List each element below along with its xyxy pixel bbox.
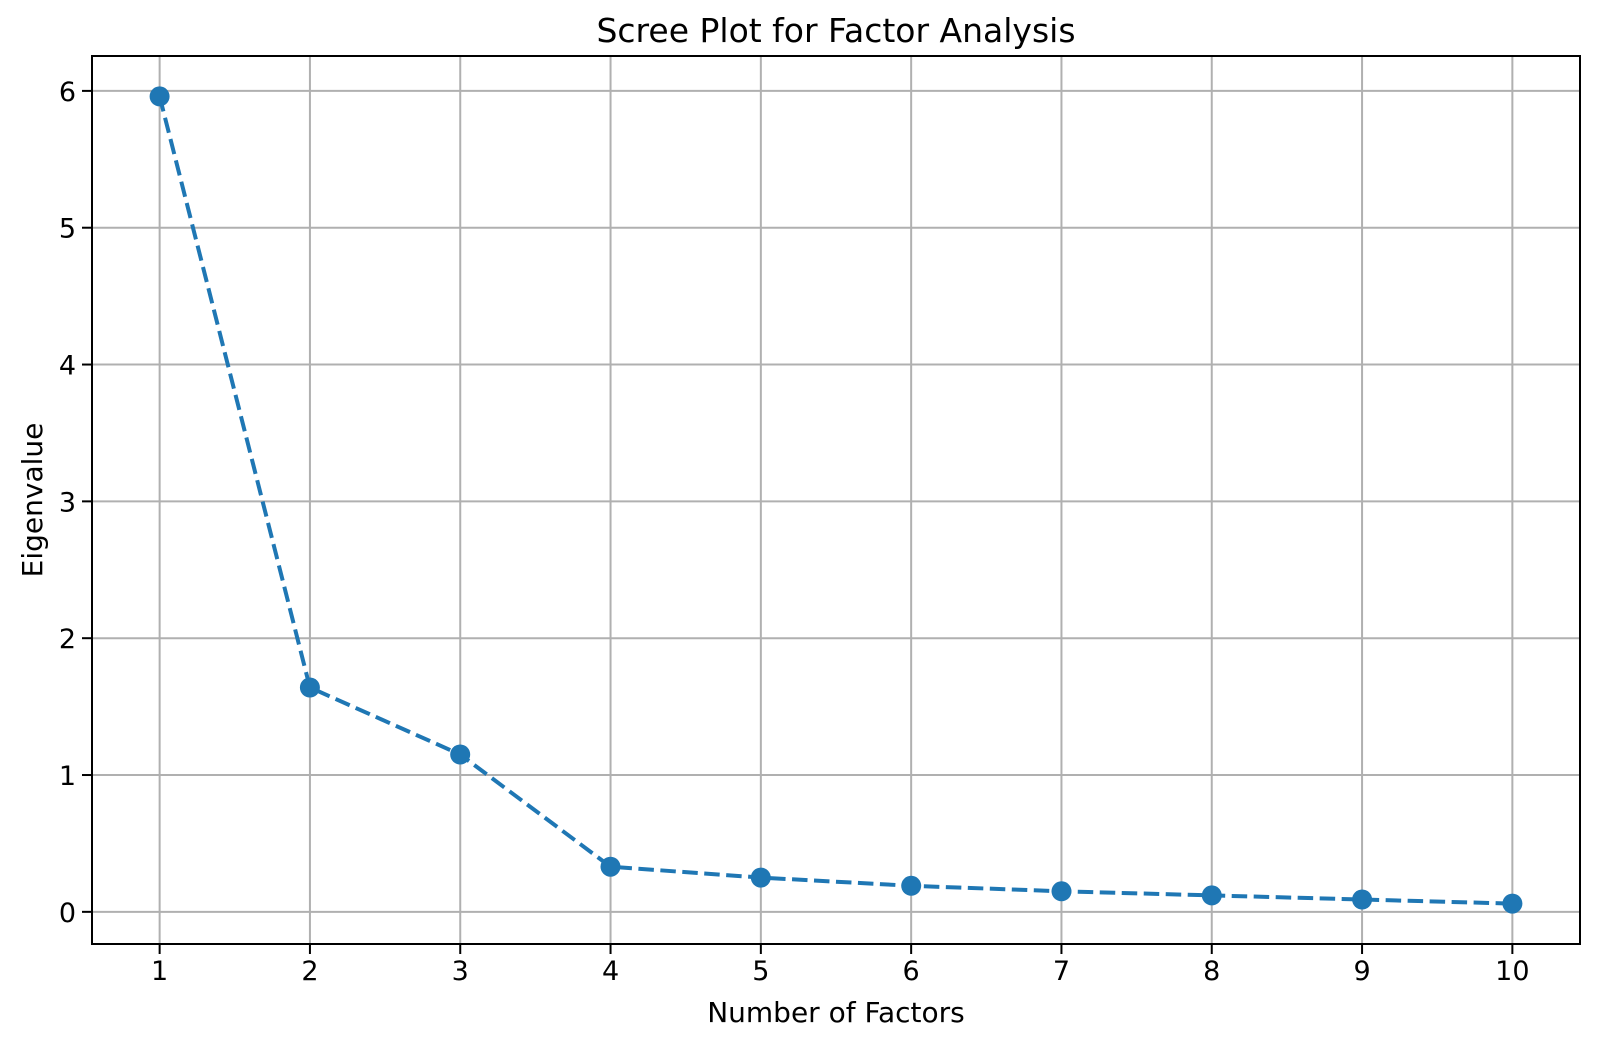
y-tick-label: 3 bbox=[59, 487, 76, 518]
data-point-3 bbox=[450, 744, 471, 765]
y-tick-label: 2 bbox=[59, 624, 76, 655]
x-tick-label: 1 bbox=[151, 956, 168, 987]
x-tick-label: 7 bbox=[1053, 956, 1070, 987]
grid-layer bbox=[92, 56, 1580, 944]
x-tick-label: 6 bbox=[903, 956, 920, 987]
chart-title: Scree Plot for Factor Analysis bbox=[596, 11, 1075, 50]
data-point-1 bbox=[149, 86, 170, 107]
plot-border bbox=[91, 55, 1581, 945]
y-tick-label: 6 bbox=[59, 77, 76, 108]
y-tick-label: 1 bbox=[59, 761, 76, 792]
x-tick-label: 5 bbox=[752, 956, 769, 987]
data-point-2 bbox=[299, 677, 320, 698]
y-tick-label: 4 bbox=[59, 351, 76, 382]
data-point-4 bbox=[600, 856, 621, 877]
data-point-9 bbox=[1352, 889, 1373, 910]
axes-layer: 1 2 3 4 5 6 7 8 9 10 0 1 2 3 4 5 6 bbox=[59, 55, 1581, 987]
x-axis-label: Number of Factors bbox=[707, 996, 965, 1029]
data-point-6 bbox=[901, 875, 922, 896]
data-layer bbox=[149, 86, 1523, 914]
y-axis-label: Eigenvalue bbox=[16, 423, 49, 578]
x-tick-label: 3 bbox=[452, 956, 469, 987]
y-tick-label: 0 bbox=[59, 898, 76, 929]
data-point-10 bbox=[1502, 893, 1523, 914]
eigenvalue-line bbox=[157, 95, 1513, 906]
x-tick-label: 2 bbox=[301, 956, 318, 987]
x-tick-label: 8 bbox=[1203, 956, 1220, 987]
x-tick-label: 10 bbox=[1495, 956, 1529, 987]
y-tick-label: 5 bbox=[59, 214, 76, 245]
data-point-5 bbox=[750, 867, 771, 888]
x-tick-label: 4 bbox=[602, 956, 619, 987]
data-point-8 bbox=[1201, 885, 1222, 906]
x-tick-label: 9 bbox=[1353, 956, 1370, 987]
data-point-7 bbox=[1051, 881, 1072, 902]
